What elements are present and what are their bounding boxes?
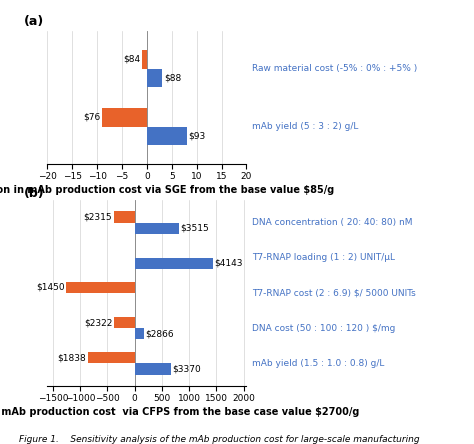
Text: Figure 1.    Sensitivity analysis of the mAb production cost for large-scale man: Figure 1. Sensitivity analysis of the mA… [19,435,419,444]
Bar [114,317,135,328]
Bar [147,127,187,145]
Bar [135,328,144,340]
Text: (a): (a) [24,15,44,28]
Text: $3515: $3515 [181,224,209,233]
Text: Raw material cost (-5% : 0% : +5% ): Raw material cost (-5% : 0% : +5% ) [253,64,418,73]
Bar [102,108,147,127]
Bar [135,258,213,269]
Text: $93: $93 [189,131,206,140]
Text: mAb yield (1.5 : 1.0 : 0.8) g/L: mAb yield (1.5 : 1.0 : 0.8) g/L [253,359,385,368]
Bar [66,282,135,293]
Text: $88: $88 [164,74,181,83]
Text: T7-RNAP cost (2 : 6.9) $/ 5000 UNITs: T7-RNAP cost (2 : 6.9) $/ 5000 UNITs [253,289,416,297]
Text: mAb yield (5 : 3 : 2) g/L: mAb yield (5 : 3 : 2) g/L [253,122,359,131]
Text: DNA concentration ( 20: 40: 80) nM: DNA concentration ( 20: 40: 80) nM [253,218,413,227]
Text: DNA cost (50 : 100 : 120 ) $/mg: DNA cost (50 : 100 : 120 ) $/mg [253,324,396,333]
Text: T7-RNAP loading (1 : 2) UNIT/μL: T7-RNAP loading (1 : 2) UNIT/μL [253,254,395,262]
Bar [114,211,135,223]
Text: (b): (b) [24,187,44,200]
Bar [135,223,179,234]
Text: $1450: $1450 [36,283,65,292]
Text: $84: $84 [123,55,140,64]
Text: $2866: $2866 [145,329,173,338]
Bar [135,363,171,375]
Bar [147,69,162,87]
Text: $2315: $2315 [84,213,112,222]
Text: $76: $76 [83,113,100,122]
Bar [142,50,147,69]
X-axis label: Variation in mAb production cost via SGE from the base value $85/g: Variation in mAb production cost via SGE… [0,185,334,195]
Bar [88,352,135,363]
X-axis label: Variation in mAb production cost  via CFPS from the base case value $2700/g: Variation in mAb production cost via CFP… [0,407,360,417]
Text: $4143: $4143 [215,259,243,268]
Text: $2322: $2322 [84,318,113,327]
Text: $3370: $3370 [173,365,201,373]
Text: $1838: $1838 [57,353,86,362]
